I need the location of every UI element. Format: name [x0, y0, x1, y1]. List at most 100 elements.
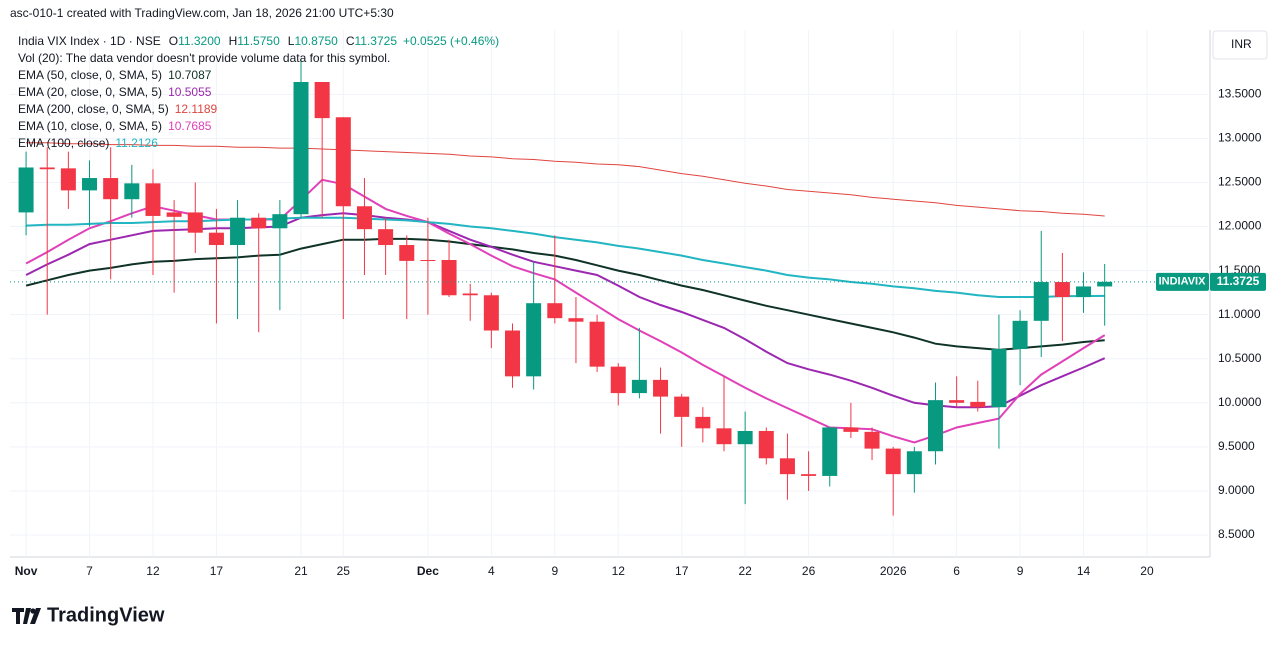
y-tick-label: 13.5000 — [1218, 87, 1262, 101]
ema-line — [26, 216, 1105, 298]
legend-name: EMA (50, close, 0, SMA, 5) — [18, 68, 162, 82]
candle-body — [779, 458, 795, 475]
candle-body — [610, 366, 626, 394]
legend-value: 12.1189 — [175, 102, 218, 116]
x-tick-label: Dec — [417, 564, 439, 578]
candle-body — [399, 245, 415, 261]
candle-body — [631, 379, 647, 394]
candle-body — [589, 321, 605, 367]
legend-value: 11.2126 — [115, 136, 158, 150]
x-tick-label: 9 — [1017, 564, 1024, 578]
x-tick-label: 9 — [551, 564, 558, 578]
candle-body — [39, 167, 55, 170]
candle-body — [18, 167, 34, 213]
x-tick-label: 4 — [488, 564, 495, 578]
candle-body — [272, 214, 288, 229]
quote-label: L — [288, 34, 295, 48]
candle-body — [166, 212, 182, 217]
quote-label: O — [169, 34, 178, 48]
candle-body — [1012, 320, 1028, 350]
brand: TradingView — [47, 604, 165, 626]
ema-line — [25, 237, 1105, 351]
quote-value: 11.3200 — [178, 34, 221, 48]
candle-body — [378, 229, 394, 246]
quote-label: C — [346, 34, 355, 48]
x-tick-label: 7 — [86, 564, 93, 578]
legend-name: EMA (20, close, 0, SMA, 5) — [18, 85, 162, 99]
candle-body — [864, 431, 880, 449]
ema-line — [25, 212, 1106, 409]
x-tick-label: 17 — [210, 564, 224, 578]
ticker: INDIAVIX — [1159, 276, 1207, 288]
legend-name: EMA (100, close) — [18, 136, 109, 150]
candle-body — [758, 430, 774, 459]
watermark: asc-010-1 created with TradingView.com, … — [10, 6, 394, 20]
x-tick-label: 12 — [612, 564, 626, 578]
candle-body — [927, 400, 943, 452]
x-tick-label: 12 — [146, 564, 160, 578]
last-price-tag — [1210, 272, 1266, 291]
candle-body — [843, 427, 859, 432]
candle-body — [82, 178, 98, 191]
legend-entry: EMA (10, close, 0, SMA, 5) 10.7685 — [18, 119, 212, 133]
candle-body — [293, 81, 309, 215]
candle-body — [103, 178, 119, 200]
change: +0.0525 (+0.46%) — [403, 34, 499, 48]
y-tick-label: 12.5000 — [1218, 175, 1262, 189]
x-tick-label: 14 — [1077, 564, 1091, 578]
ema-line — [26, 142, 1105, 217]
candle-body — [801, 474, 817, 476]
candle-body — [695, 416, 711, 429]
candle-body — [822, 427, 838, 476]
x-tick-label: 6 — [953, 564, 960, 578]
candle-body — [441, 260, 457, 296]
x-tick-label: Nov — [15, 564, 38, 578]
legend-name: EMA (200, close, 0, SMA, 5) — [18, 102, 169, 116]
candle-body — [970, 401, 986, 408]
candle-body — [885, 448, 901, 475]
symbol-header: India VIX Index · 1D · NSE O11.3200 H11.57… — [18, 34, 499, 48]
currency: INR — [1231, 37, 1252, 51]
candle-body — [60, 168, 76, 191]
y-tick-label: 13.0000 — [1218, 131, 1262, 145]
candle-body — [906, 451, 922, 475]
candle-body — [1097, 281, 1113, 287]
brand-logo — [12, 608, 41, 624]
ticker-tag — [1156, 272, 1209, 291]
quote-value: 11.3725 — [355, 34, 398, 48]
candle-body — [949, 400, 965, 403]
candle-body — [124, 183, 140, 200]
candle-body — [356, 206, 372, 230]
candle-body — [547, 303, 563, 319]
candle-body — [230, 217, 246, 246]
candle-body — [314, 81, 330, 119]
quote-value: 11.5750 — [237, 34, 280, 48]
candle-body — [335, 117, 351, 207]
candle-body — [462, 293, 478, 296]
y-tick-label: 9.0000 — [1218, 483, 1255, 497]
legend-entry: EMA (20, close, 0, SMA, 5) 10.5055 — [18, 85, 212, 99]
candle-body — [1076, 286, 1092, 298]
candle-body — [483, 295, 499, 331]
candle-body — [145, 183, 161, 216]
currency-box[interactable] — [1212, 30, 1268, 60]
candle-body — [568, 318, 584, 322]
candle-body — [674, 396, 690, 417]
ema-line — [25, 178, 1106, 444]
quote-label: H — [229, 34, 238, 48]
x-tick-label: 2026 — [880, 564, 907, 578]
x-tick-label: 25 — [337, 564, 351, 578]
candle-body — [1033, 282, 1049, 321]
candle-body — [653, 379, 669, 397]
legend-value: 10.7087 — [168, 68, 212, 82]
plot-area — [10, 30, 1210, 557]
candle-body — [505, 330, 521, 377]
candle-body — [251, 217, 267, 229]
candle-body — [991, 349, 1007, 408]
legend-entry: EMA (100, close) 11.2126 — [18, 136, 158, 150]
last-price: 11.3725 — [1217, 274, 1260, 288]
candle-body — [187, 212, 203, 233]
symbol: India VIX Index · 1D · NSE — [18, 34, 161, 48]
